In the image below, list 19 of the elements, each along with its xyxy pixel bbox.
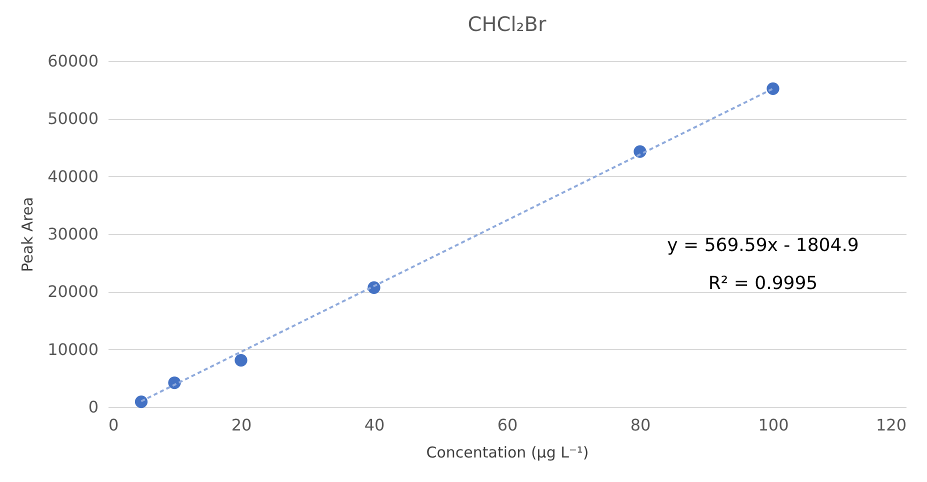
y-tick-label: 60000 bbox=[48, 52, 98, 70]
x-axis-title: Concentation (μg L⁻¹) bbox=[426, 444, 589, 462]
x-tick-label: 60 bbox=[497, 416, 518, 434]
y-tick-label: 30000 bbox=[48, 224, 98, 244]
y-axis-title: Peak Area bbox=[18, 197, 37, 272]
x-tick-label: 100 bbox=[758, 416, 789, 434]
annotation: R² = 0.9995 bbox=[708, 273, 818, 294]
y-tick-label: 40000 bbox=[48, 166, 98, 186]
x-tick-label: 120 bbox=[876, 416, 906, 434]
x-tick-label: 0 bbox=[108, 416, 119, 434]
chart-title: CHCl₂Br bbox=[468, 12, 548, 36]
x-tick-label: 20 bbox=[231, 416, 252, 434]
x-tick-label: 40 bbox=[364, 416, 385, 434]
y-tick-label: 10000 bbox=[48, 340, 98, 359]
annotation: y = 569.59x - 1804.9 bbox=[667, 235, 859, 256]
y-tick-label: 50000 bbox=[48, 109, 98, 128]
x-tick-label: 80 bbox=[630, 416, 651, 434]
y-tick-label: 20000 bbox=[48, 282, 98, 302]
y-tick-label: 0 bbox=[88, 398, 98, 416]
